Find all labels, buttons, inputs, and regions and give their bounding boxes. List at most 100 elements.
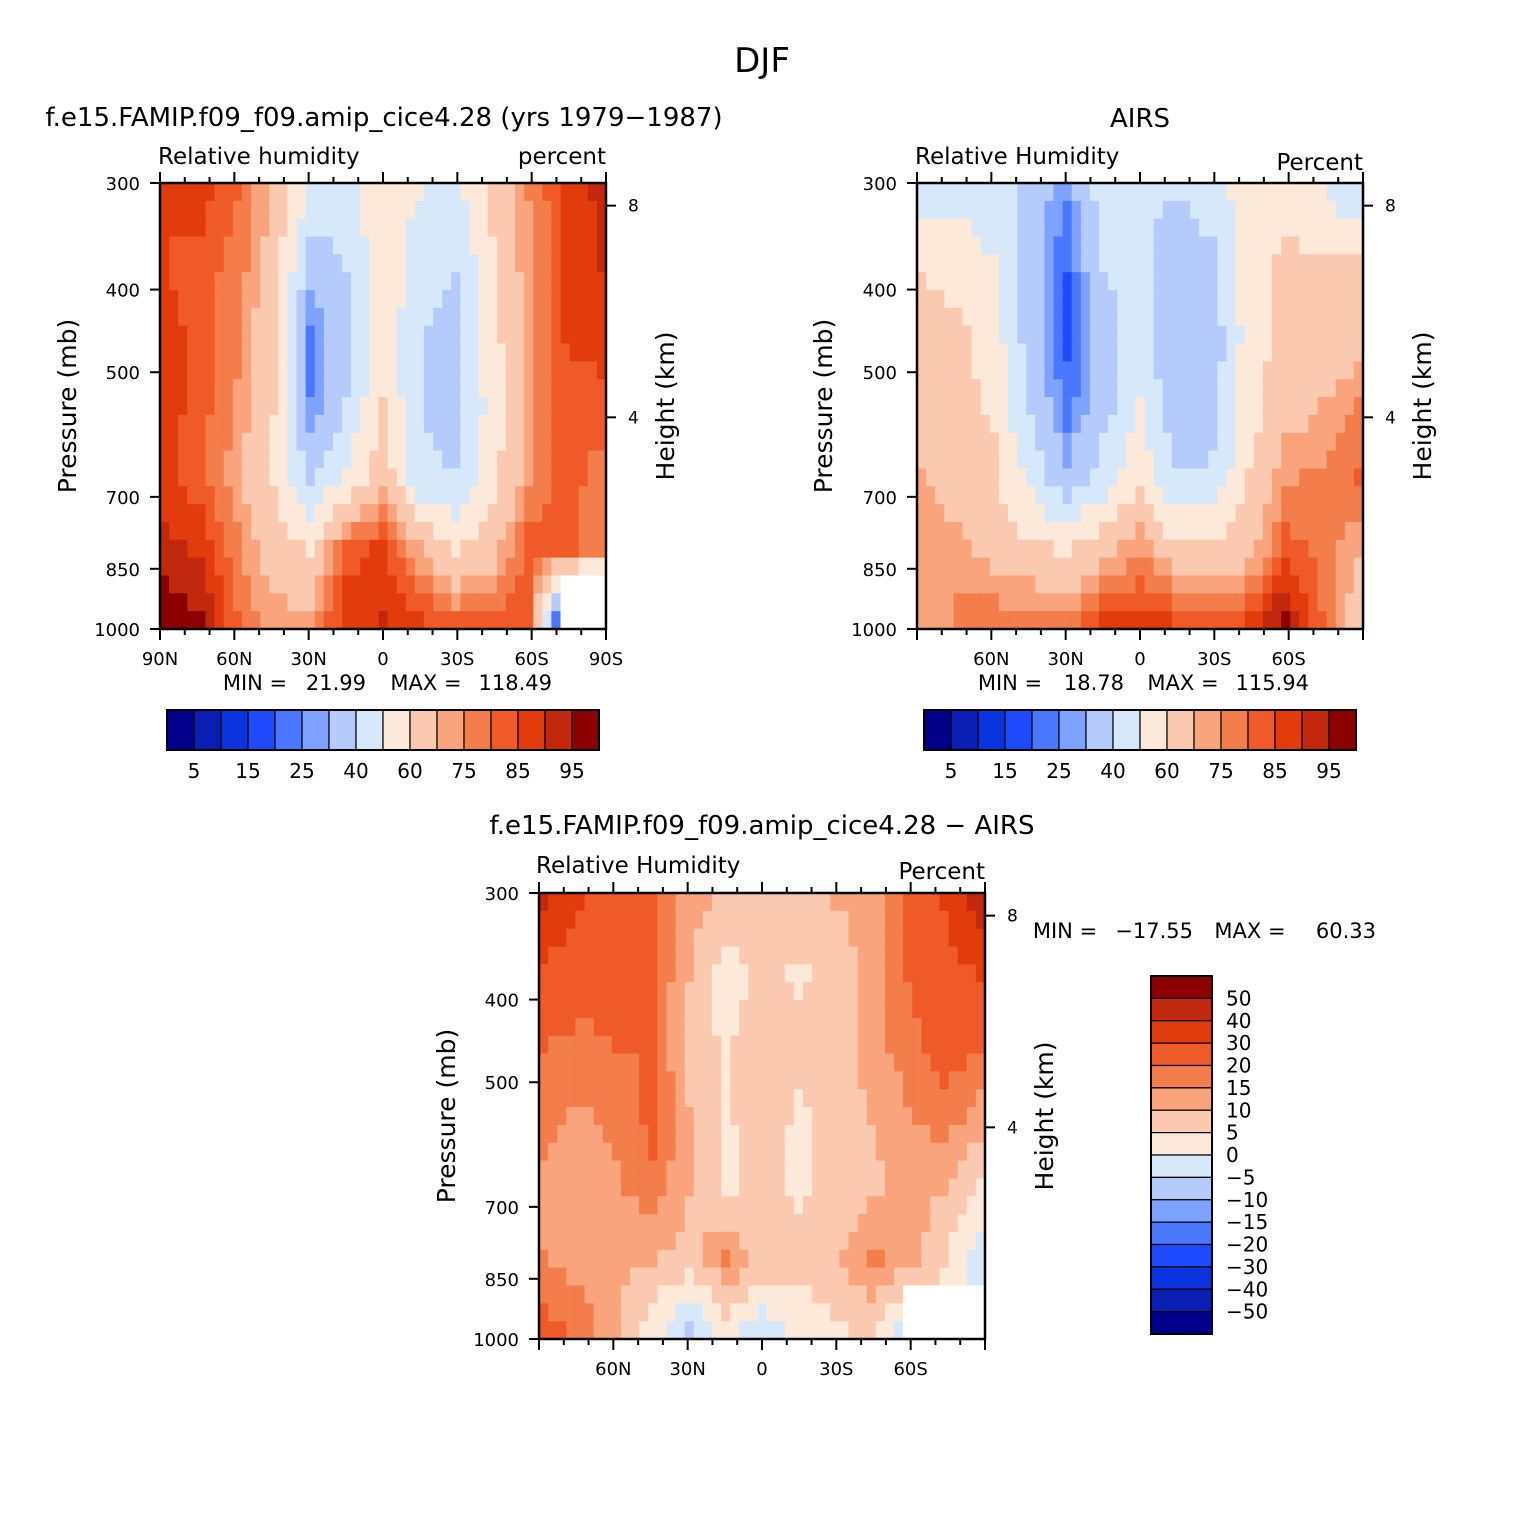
field-cell: [1126, 575, 1137, 594]
field-cell: [730, 893, 740, 912]
field-cell: [1308, 414, 1319, 434]
field-cell: [396, 504, 407, 523]
field-cell: [223, 521, 234, 541]
colorbar: 5 15 25 40 60 75 85 95: [923, 709, 1357, 783]
field-cell: [812, 1267, 822, 1287]
field-cell: [542, 397, 552, 416]
field-cell: [666, 1107, 677, 1126]
field-cell: [442, 414, 452, 434]
field-cell: [926, 218, 936, 238]
field-cell: [533, 539, 543, 559]
field-cell: [323, 414, 334, 434]
field-cell: [739, 1142, 749, 1162]
field-cell: [269, 183, 279, 202]
field-cell: [1080, 379, 1091, 398]
field-cell: [542, 183, 552, 202]
field-cell: [611, 964, 622, 983]
field-cell: [575, 982, 586, 1001]
field-cell: [812, 946, 822, 965]
field-cell: [620, 1000, 631, 1019]
field-cell: [351, 379, 361, 398]
field-cell: [1171, 290, 1182, 309]
field-cell: [314, 450, 325, 470]
field-cell: [1117, 254, 1127, 273]
field-cell: [1071, 486, 1082, 505]
field-cell: [278, 432, 289, 452]
field-cell: [351, 557, 361, 577]
field-cell: [1071, 183, 1082, 202]
field-cell: [214, 236, 225, 255]
colorbar-swatch: [1058, 709, 1087, 751]
field-cell: [593, 964, 604, 983]
field-cell: [962, 450, 973, 470]
field-cell: [848, 1231, 859, 1251]
field-cell: [926, 379, 936, 398]
field-cell: [387, 218, 398, 238]
field-cell: [1299, 272, 1309, 291]
field-cell: [1217, 593, 1228, 612]
field-cell: [721, 1196, 731, 1215]
field-cell: [1226, 272, 1237, 291]
field-cell: [387, 272, 398, 291]
field-cell: [980, 343, 991, 362]
field-cell: [953, 307, 964, 327]
field-cell: [1199, 450, 1209, 470]
field-cell: [998, 450, 1009, 470]
field-cell: [1262, 379, 1273, 398]
field-cell: [524, 307, 534, 327]
field-cell: [935, 218, 945, 238]
field-cell: [935, 539, 945, 559]
field-cell: [524, 200, 534, 220]
field-cell: [693, 1053, 704, 1072]
field-cell: [611, 1267, 622, 1287]
field-cell: [1162, 521, 1173, 541]
field-cell: [169, 236, 179, 255]
field-cell: [1217, 272, 1228, 291]
field-cell: [766, 1053, 777, 1072]
field-cell: [351, 504, 361, 523]
field-cell: [460, 236, 471, 255]
field-cell: [524, 254, 534, 273]
field-cell: [684, 1035, 695, 1055]
field-cell: [260, 593, 270, 612]
pressure-tick-label: 700: [485, 1198, 519, 1219]
field-cell: [533, 218, 543, 238]
field-cell: [675, 928, 686, 948]
colorbar-label: −15: [1226, 1210, 1268, 1234]
field-cell: [711, 928, 722, 948]
field-cell: [1180, 343, 1191, 362]
field-cell: [917, 611, 927, 630]
field-cell: [1253, 379, 1264, 398]
field-cell: [478, 432, 489, 452]
field-cell: [205, 611, 216, 630]
field-cell: [1008, 521, 1018, 541]
field-cell: [944, 397, 955, 416]
field-cell: [566, 982, 577, 1001]
field-cell: [551, 557, 562, 577]
field-cell: [657, 1053, 668, 1072]
field-cell: [998, 183, 1009, 202]
field-cell: [989, 432, 1000, 452]
field-cell: [657, 1107, 668, 1126]
field-cell: [296, 379, 307, 398]
field-cell: [1208, 486, 1218, 505]
field-cell: [930, 1196, 941, 1215]
field-cell: [278, 468, 289, 487]
field-cell: [802, 982, 813, 1001]
field-cell: [620, 1321, 631, 1340]
lat-tick-label: 30N: [1047, 649, 1083, 670]
field-cell: [921, 893, 931, 912]
field-cell: [989, 200, 1000, 220]
field-cell: [314, 343, 325, 362]
field-cell: [630, 1214, 640, 1233]
field-cell: [875, 1249, 886, 1269]
field-cell: [241, 504, 252, 523]
pressure-axis-label: Pressure (mb): [809, 319, 838, 493]
field-cell: [451, 200, 461, 220]
field-cell: [630, 1267, 640, 1287]
panel-title: AIRS: [1110, 104, 1170, 134]
field-cell: [639, 910, 649, 930]
field-cell: [557, 910, 567, 930]
field-cell: [287, 432, 298, 452]
field-cell: [1281, 272, 1291, 291]
